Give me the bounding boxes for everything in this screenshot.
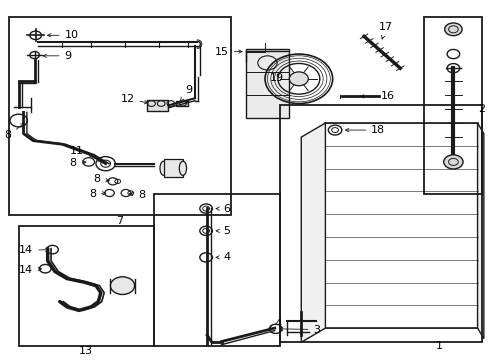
Polygon shape <box>176 101 188 106</box>
Text: 10: 10 <box>48 30 78 40</box>
Text: 2: 2 <box>478 104 485 114</box>
Text: 14: 14 <box>19 265 42 275</box>
Text: 11: 11 <box>70 145 102 162</box>
Text: 6: 6 <box>216 203 230 213</box>
Text: 7: 7 <box>117 216 123 226</box>
Text: 5: 5 <box>216 226 230 236</box>
Text: 8: 8 <box>4 123 24 140</box>
Ellipse shape <box>160 161 167 175</box>
Text: 15: 15 <box>215 46 242 57</box>
Text: 17: 17 <box>379 22 393 39</box>
Text: 9: 9 <box>180 85 193 101</box>
Text: 8: 8 <box>89 189 106 199</box>
Text: 8: 8 <box>129 190 146 201</box>
Text: 8: 8 <box>70 158 86 168</box>
Circle shape <box>445 23 462 36</box>
Text: 13: 13 <box>79 346 93 356</box>
Text: 4: 4 <box>216 252 230 262</box>
Ellipse shape <box>179 161 187 175</box>
Polygon shape <box>147 100 169 111</box>
Circle shape <box>290 72 308 86</box>
Polygon shape <box>478 123 484 339</box>
Text: 9: 9 <box>43 51 72 61</box>
Text: 19: 19 <box>270 73 295 83</box>
Text: 14: 14 <box>19 245 49 255</box>
Text: 3: 3 <box>279 324 320 334</box>
Circle shape <box>444 155 463 169</box>
Bar <box>164 159 183 177</box>
Polygon shape <box>245 49 289 118</box>
Text: 1: 1 <box>436 341 442 351</box>
Circle shape <box>110 277 135 294</box>
Polygon shape <box>301 123 325 342</box>
Text: 8: 8 <box>94 174 109 184</box>
Text: 12: 12 <box>121 94 148 104</box>
Text: 18: 18 <box>345 125 386 135</box>
Text: 16: 16 <box>361 91 395 101</box>
Text: 4: 4 <box>270 319 282 329</box>
